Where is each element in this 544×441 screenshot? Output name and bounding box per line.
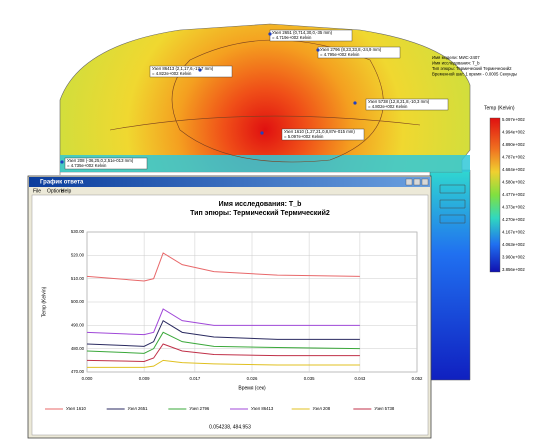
x-tick-label: 0.009 (139, 376, 150, 381)
legend-label: 4.063e+002 (502, 242, 525, 247)
menu-item[interactable]: File (33, 188, 41, 194)
annotation-text: = 4.719e+002 Kelvin (272, 35, 312, 40)
y-axis-label: Temp (Kelvin) (41, 286, 47, 317)
legend-label: 5.097e+002 (502, 117, 525, 122)
y-tick-label: 500.00 (71, 299, 85, 304)
model-info: Имя исследования: T_b (432, 61, 480, 66)
annotation-text: = 4.822e+002 Kelvin (152, 71, 192, 76)
x-axis-label: Время (сек) (238, 385, 266, 391)
legend-label: 4.580e+002 (502, 180, 525, 185)
legend-label: 4.167e+002 (502, 230, 525, 235)
legend-label: 4.373e+002 (502, 205, 525, 210)
x-tick-label: 0.000 (82, 376, 93, 381)
legend-label: Узел 2651 (128, 406, 149, 411)
y-tick-label: 510.00 (71, 276, 85, 281)
chart-window: График ответа Имя исследования: T_b Тип … (28, 176, 431, 438)
annotation-text: = 4.802e+002 Kelvin (368, 104, 408, 109)
y-tick-label: 520.00 (71, 252, 85, 257)
model-info: Временной шаг: 1 время - 0.0005 Секунды (432, 72, 517, 77)
minimize-button[interactable] (406, 179, 412, 185)
maximize-button[interactable] (414, 179, 420, 185)
model-info: Имя модели: МИС-2407 (432, 55, 480, 60)
legend-label: 4.684e+002 (502, 167, 525, 172)
legend-label: 3.856e+002 (502, 267, 525, 272)
legend-label: Узел 1610 (66, 406, 87, 411)
legend-label: 4.270e+002 (502, 217, 525, 222)
legend-label: Узел 208 (313, 406, 331, 411)
legend-label: Узел 2796 (189, 406, 210, 411)
y-tick-label: 470.00 (71, 369, 85, 374)
close-button[interactable] (422, 179, 428, 185)
model-info: Тип эпюры: Термический Термический2 (432, 66, 512, 71)
y-tick-label: 530.00 (71, 229, 85, 234)
probe-point (60, 160, 63, 163)
screen: Temp (Kelvin) График ответа Имя исследов… (0, 0, 544, 441)
y-tick-label: 480.00 (71, 346, 85, 351)
x-tick-label: 0.043 (355, 376, 366, 381)
legend-label: 4.890e+002 (502, 142, 525, 147)
legend-label: 4.477e+002 (502, 192, 525, 197)
legend-label: Узел 86413 (251, 406, 274, 411)
legend-label: 4.994e+002 (502, 130, 525, 135)
legend-label: 3.960e+002 (502, 255, 525, 260)
menu-item[interactable]: Help (61, 188, 72, 194)
probe-point (260, 131, 263, 134)
legend-label: 4.787e+002 (502, 155, 525, 160)
y-tick-label: 490.00 (71, 322, 85, 327)
legend-title: Temp (Kelvin) (484, 105, 515, 111)
probe-point (353, 101, 356, 104)
annotation-text: = 4.795e+002 Kelvin (320, 52, 360, 57)
x-tick-label: 0.035 (304, 376, 315, 381)
color-bar (490, 118, 500, 272)
legend-label: Узел 5738 (374, 406, 395, 411)
x-tick-label: 0.026 (247, 376, 258, 381)
chart-subtitle: Тип эпюры: Термический Термический2 (190, 209, 330, 217)
chart-title: Имя исследования: T_b (219, 201, 302, 208)
x-tick-label: 0.017 (190, 376, 201, 381)
x-tick-label: 0.052 (412, 376, 423, 381)
annotation-text: = 5.097e+002 Kelvin (284, 134, 324, 139)
status-text: 0.054238, 484.953 (209, 424, 251, 430)
annotation-text: = 4.735e+002 Kelvin (67, 163, 107, 168)
window-title: График ответа (40, 179, 84, 186)
